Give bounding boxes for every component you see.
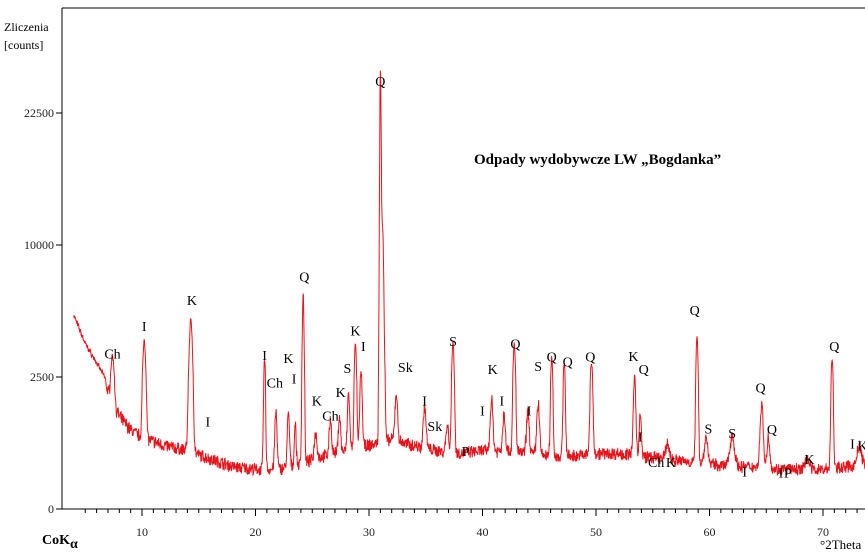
peak-label: S: [704, 422, 712, 437]
x-tick-label: 60: [704, 525, 716, 539]
peak-label: I: [292, 372, 297, 387]
peak-label: K: [312, 395, 322, 410]
peak-label: K: [666, 456, 676, 471]
y-axis-label-line-2: [counts]: [4, 38, 43, 52]
peak-label: K: [488, 363, 498, 378]
x-axis-label-left-subscript: α: [70, 537, 78, 552]
peak-label: I: [142, 320, 147, 335]
peak-label: K: [187, 294, 197, 309]
peak-label: I: [850, 437, 855, 452]
peak-label: Q: [299, 271, 309, 286]
peak-label: I: [361, 340, 366, 355]
peak-label: P: [462, 445, 470, 460]
peak-label: I: [480, 405, 485, 420]
peak-label: I: [205, 416, 210, 431]
peak-label: Ch: [267, 377, 283, 392]
x-axis-label-right: °2Theta: [820, 537, 862, 552]
x-tick-label: 50: [590, 525, 602, 539]
x-axis-label-left: CoKα: [42, 533, 78, 552]
peak-label: Sk: [398, 361, 413, 376]
x-tick-label: 10: [136, 525, 148, 539]
peak-label: Q: [829, 340, 839, 355]
peak-label: Ch: [322, 409, 338, 424]
peak-label: Q: [639, 363, 649, 378]
x-tick-label: 20: [250, 525, 262, 539]
peak-label: I: [638, 430, 643, 445]
peak-label: Q: [563, 356, 573, 371]
peak-label: Q: [690, 304, 700, 319]
peak-label: Q: [547, 351, 557, 366]
peak-label: I: [262, 349, 267, 364]
x-axis-label-left-main: CoK: [42, 533, 70, 548]
y-axis-label-line-1: Zliczenia: [4, 20, 49, 34]
peak-label: Ch: [104, 348, 120, 363]
peak-label: Ch: [648, 456, 664, 471]
x-tick-label: 30: [363, 525, 375, 539]
y-tick-label: 22500: [24, 106, 54, 120]
x-tick-label: 40: [477, 525, 489, 539]
diffraction-line: [73, 70, 865, 477]
peak-label: I: [779, 466, 784, 481]
peak-label: Q: [375, 75, 385, 90]
peak-label: S: [449, 335, 457, 350]
peak-label: K: [283, 352, 293, 367]
peak-label: I: [422, 395, 427, 410]
y-tick-label: 10000: [24, 238, 54, 252]
peak-label: K: [350, 325, 360, 340]
peak-label: K: [858, 439, 865, 454]
peak-label: P: [784, 466, 792, 481]
peak-label: Q: [585, 351, 595, 366]
x-tick-label: 70: [817, 525, 829, 539]
axis-ticks: 0 2500 10000 22500 10 20 30 40 50 60 70: [24, 106, 858, 539]
peak-label: K: [336, 386, 346, 401]
y-tick-label: 0: [48, 502, 54, 516]
peak-label: I: [742, 465, 747, 480]
peak-label: Q: [510, 337, 520, 352]
peak-label: I: [499, 395, 504, 410]
series-group: [73, 70, 865, 477]
peak-label: Q: [756, 381, 766, 396]
chart-title: Odpady wydobywcze LW „Bogdanka”: [474, 152, 721, 168]
y-tick-label: 2500: [30, 370, 54, 384]
peak-label: Sk: [427, 420, 442, 435]
peak-label: Q: [767, 423, 777, 438]
peak-label: K: [628, 350, 638, 365]
peak-label: I: [527, 405, 532, 420]
peak-label: S: [534, 360, 542, 375]
peak-label: S: [344, 362, 352, 377]
peak-label: S: [728, 427, 736, 442]
peak-label: K: [804, 453, 814, 468]
